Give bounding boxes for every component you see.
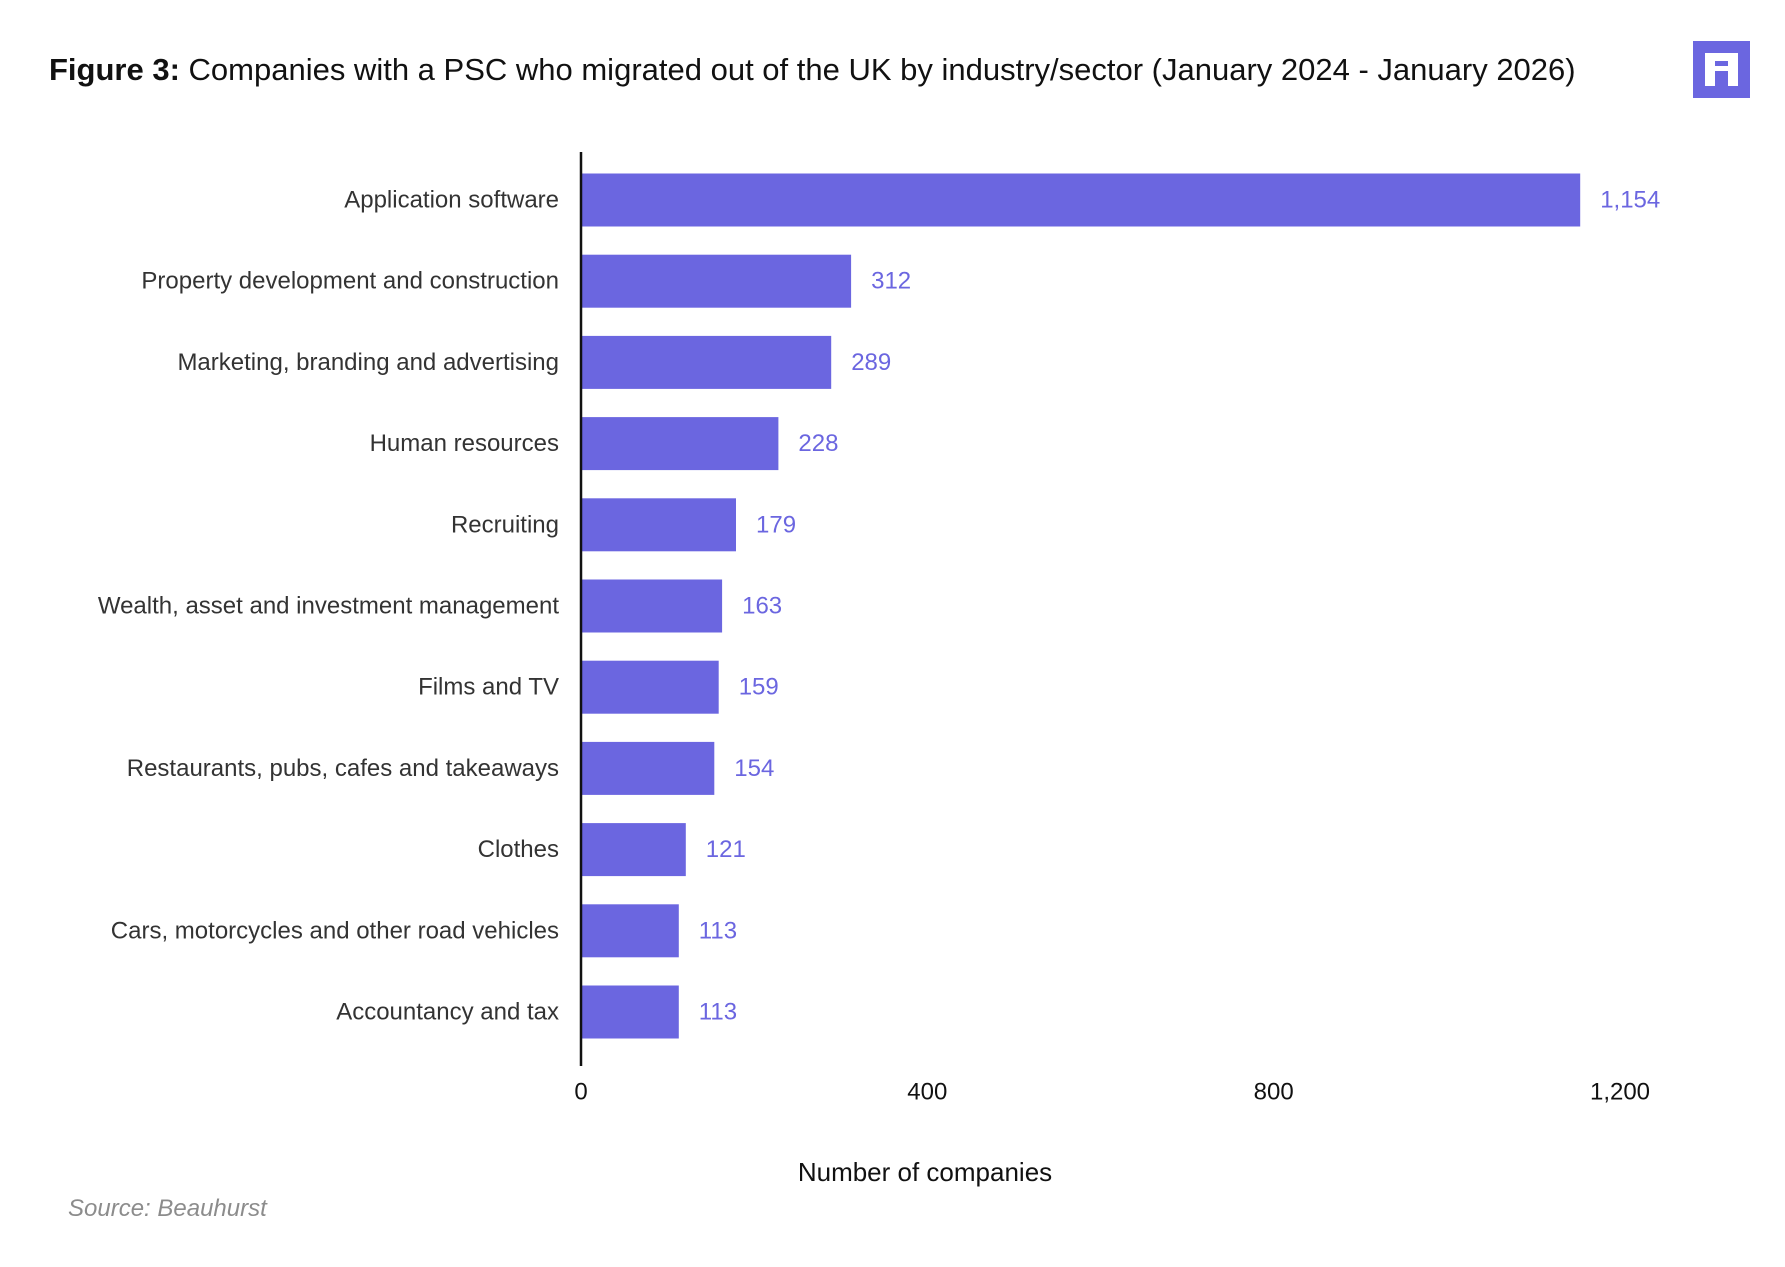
category-label: Cars, motorcycles and other road vehicle…: [111, 917, 559, 944]
category-label: Recruiting: [451, 511, 559, 538]
bar: [581, 985, 679, 1039]
bar: [581, 579, 723, 633]
category-label: Clothes: [478, 836, 559, 863]
bar-chart: Application software 1,154 Property develo…: [98, 152, 1660, 1187]
bar: [581, 823, 686, 877]
value-label: 163: [742, 593, 782, 620]
category-label: Property development and construction: [141, 268, 559, 295]
source-note: Source: Beauhurst: [68, 1195, 267, 1222]
bar: [581, 741, 715, 795]
value-label: 113: [699, 999, 737, 1026]
value-label: 113: [699, 917, 737, 944]
figure-caption: Companies with a PSC who migrated out of…: [179, 52, 1576, 87]
value-label: 312: [871, 268, 911, 295]
bar: [581, 335, 832, 389]
category-label: Accountancy and tax: [336, 999, 559, 1026]
x-tick-label: 400: [907, 1079, 947, 1106]
chart-title: Figure 3: Companies with a PSC who migra…: [49, 48, 1576, 92]
bar: [581, 417, 779, 471]
value-label: 159: [739, 674, 779, 701]
category-label: Application software: [344, 187, 559, 214]
x-tick-label: 0: [574, 1079, 587, 1106]
category-label: Marketing, branding and advertising: [177, 349, 559, 376]
x-axis-title: Number of companies: [798, 1157, 1052, 1187]
bar: [581, 498, 736, 552]
category-label: Human resources: [370, 430, 559, 457]
value-label: 228: [798, 430, 838, 457]
bar: [581, 173, 1581, 227]
x-tick-label: 800: [1254, 1079, 1294, 1106]
value-label: 289: [851, 349, 891, 376]
category-label: Wealth, asset and investment management: [98, 593, 559, 620]
bar: [581, 254, 852, 308]
x-tick-label: 1,200: [1590, 1079, 1650, 1106]
figure-number: Figure 3:: [49, 52, 180, 87]
bar: [581, 660, 719, 714]
beauhurst-logo-icon: [1693, 41, 1750, 98]
category-label: Films and TV: [418, 674, 559, 701]
value-label: 154: [734, 755, 774, 782]
bar: [581, 904, 679, 958]
value-label: 121: [706, 836, 746, 863]
category-label: Restaurants, pubs, cafes and takeaways: [127, 755, 559, 782]
value-label: 1,154: [1600, 187, 1660, 214]
value-label: 179: [756, 511, 796, 538]
